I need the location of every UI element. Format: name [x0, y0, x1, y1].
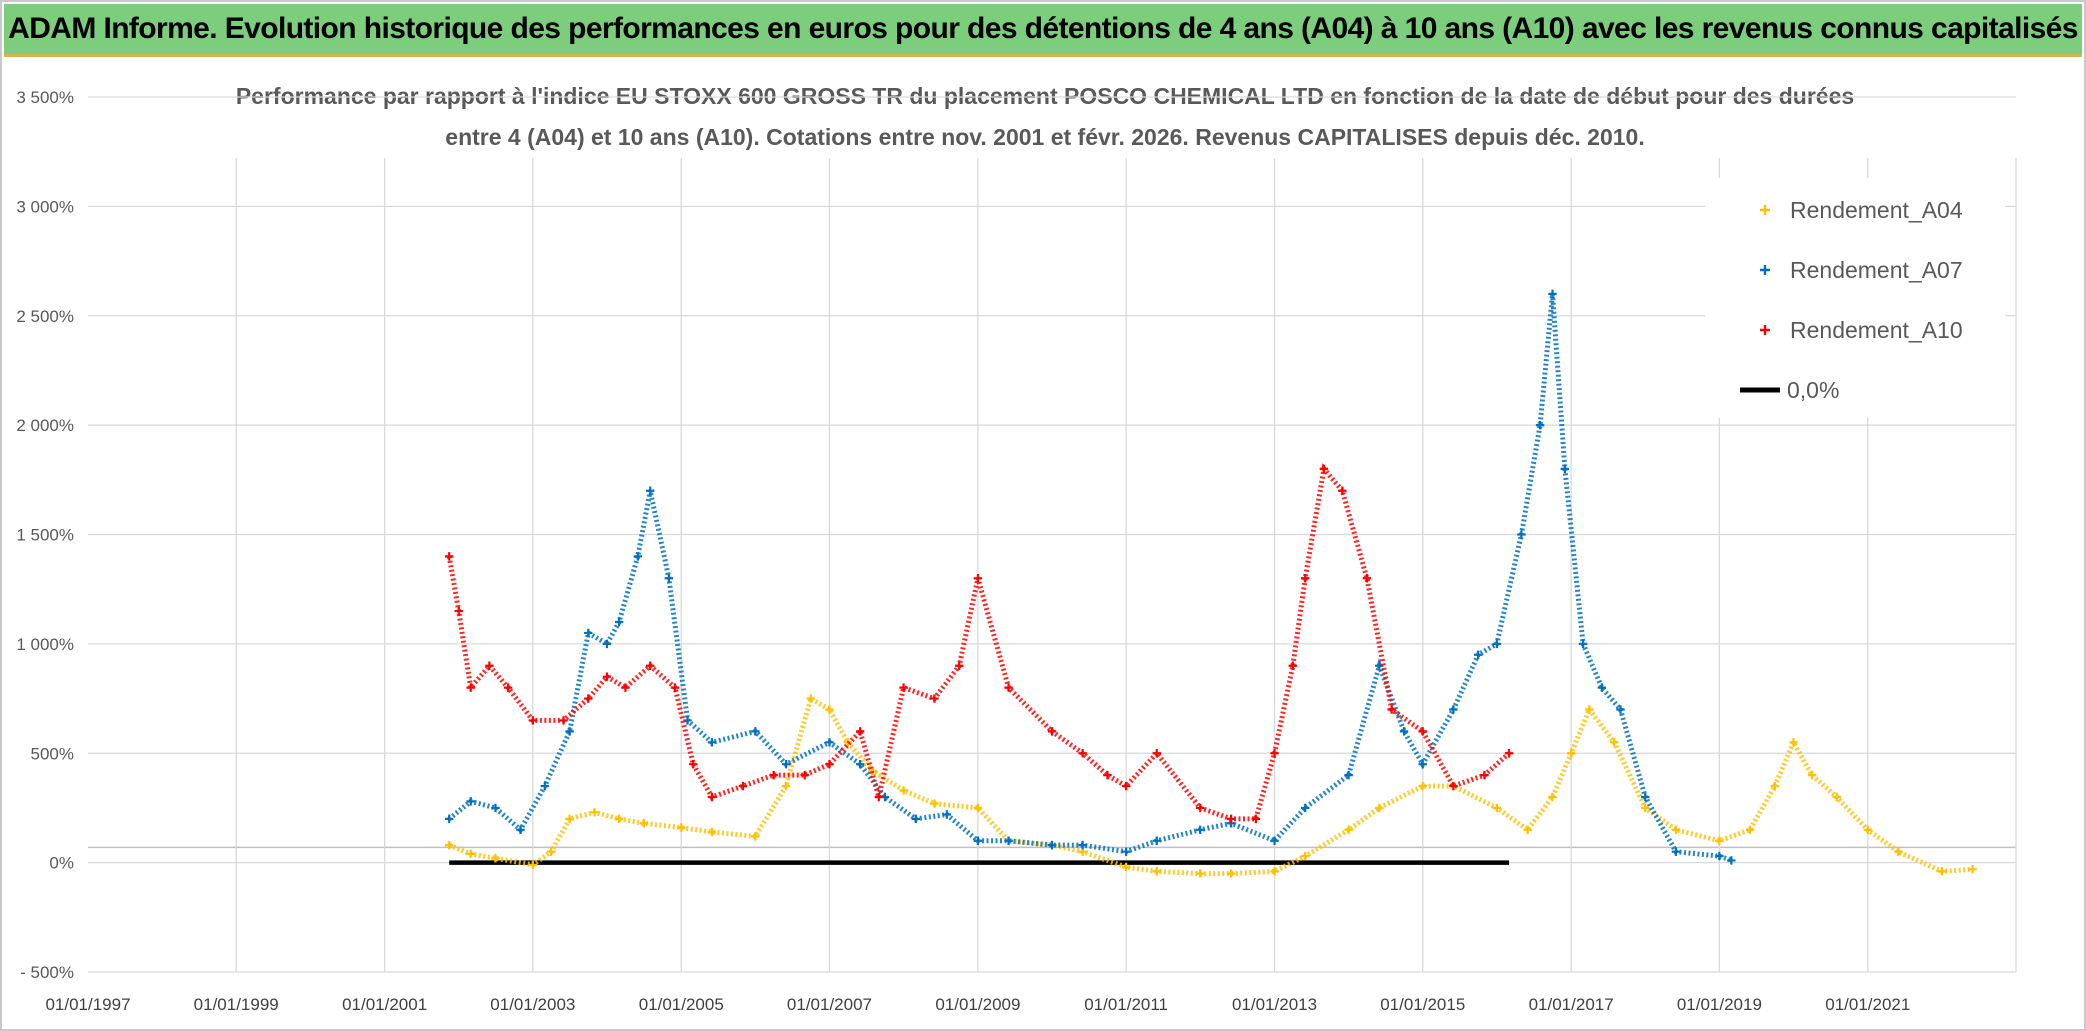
- legend-label: Rendement_A04: [1790, 197, 1963, 223]
- series-rendement-a04: [444, 694, 1977, 878]
- x-tick-label: 01/01/1997: [45, 995, 130, 1014]
- series-trail: [448, 694, 1973, 877]
- x-tick-label: 01/01/2013: [1232, 995, 1317, 1014]
- x-tick-label: 01/01/2009: [935, 995, 1020, 1014]
- series-trail: [446, 463, 1511, 822]
- legend-item: 0,0%: [1740, 377, 1839, 403]
- x-tick-label: 01/01/2005: [639, 995, 724, 1014]
- y-tick-label: - 500%: [20, 963, 74, 982]
- x-axis: 01/01/1997 01/01/1999 01/01/2001 01/01/2003…: [45, 995, 1910, 1014]
- y-tick-label: 3 500%: [16, 88, 74, 107]
- y-tick-label: 500%: [31, 744, 74, 763]
- y-tick-label: 1 000%: [16, 635, 74, 654]
- plot-series: [444, 289, 1977, 878]
- y-tick-label: 3 000%: [16, 197, 74, 216]
- series-rendement-a07: [444, 289, 1736, 865]
- chart-title-line2: entre 4 (A04) et 10 ans (A10). Cotations…: [445, 124, 1644, 150]
- legend-swatch: [1760, 265, 1770, 275]
- x-tick-label: 01/01/2003: [490, 995, 575, 1014]
- series-rendement-a10: [444, 463, 1514, 824]
- x-tick-label: 01/01/2015: [1380, 995, 1465, 1014]
- x-tick-label: 01/01/2011: [1084, 995, 1168, 1014]
- x-tick-label: 01/01/2017: [1529, 995, 1614, 1014]
- report-banner: ADAM Informe. Evolution historique des p…: [4, 4, 2082, 57]
- legend-label: 0,0%: [1787, 377, 1839, 403]
- data-point: [444, 552, 454, 561]
- legend-label: Rendement_A10: [1790, 317, 1963, 343]
- report-title: ADAM Informe. Evolution historique des p…: [8, 12, 2078, 45]
- legend-swatch: [1760, 325, 1770, 335]
- y-tick-label: 2 000%: [16, 416, 74, 435]
- legend-swatch: [1760, 205, 1770, 215]
- chart-title-line1: Performance par rapport à l'indice EU ST…: [236, 83, 1854, 109]
- y-tick-label: 1 500%: [16, 526, 74, 545]
- legend-item: Rendement_A04: [1760, 197, 1963, 223]
- grid-vertical: [235, 158, 2017, 972]
- legend-box: [1705, 178, 2005, 418]
- y-tick-label: 2 500%: [16, 307, 74, 326]
- legend: Rendement_A04 Rendement_A07 Rendement_A10 0…: [1705, 178, 2005, 418]
- legend-item: Rendement_A10: [1760, 317, 1963, 343]
- legend-label: Rendement_A07: [1790, 257, 1963, 283]
- x-tick-label: 01/01/1999: [194, 995, 279, 1014]
- x-tick-label: 01/01/2019: [1677, 995, 1762, 1014]
- x-tick-label: 01/01/2001: [342, 995, 427, 1014]
- series-trail: [447, 293, 1733, 863]
- x-tick-label: 01/01/2007: [787, 995, 872, 1014]
- data-point: [1504, 749, 1514, 758]
- y-tick-label: 0%: [49, 854, 74, 873]
- y-axis: 3 500% 3 000% 2 500% 2 000% 1 500% 1 000% 500%…: [16, 88, 74, 982]
- legend-item: Rendement_A07: [1760, 257, 1963, 283]
- x-tick-label: 01/01/2021: [1825, 995, 1910, 1014]
